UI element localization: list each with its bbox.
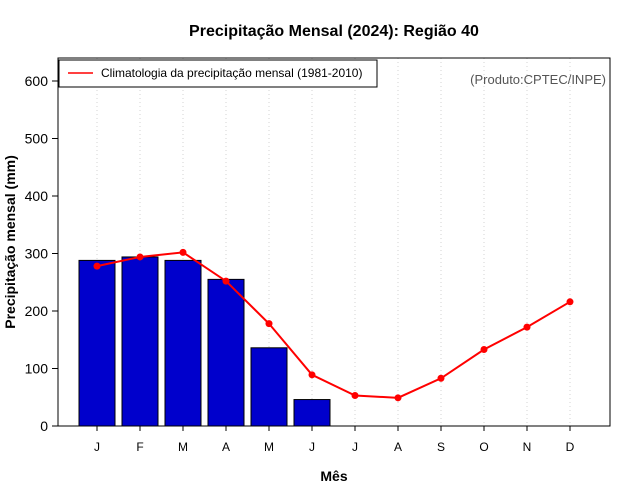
bar bbox=[250, 347, 288, 427]
climatology-point bbox=[136, 253, 144, 261]
climatology-line bbox=[96, 251, 571, 399]
climatology-point bbox=[179, 248, 187, 256]
grid-lines bbox=[96, 58, 571, 426]
y-tick-label: 0 bbox=[40, 418, 48, 434]
x-tick-label: D bbox=[566, 440, 575, 454]
climatology-point bbox=[308, 371, 316, 379]
bar-series bbox=[78, 256, 331, 427]
x-tick-label: M bbox=[264, 440, 274, 454]
bar bbox=[164, 259, 202, 427]
y-tick-label: 400 bbox=[25, 188, 49, 204]
y-axis-label: Precipitação mensal (mm) bbox=[2, 155, 18, 329]
climatology-point bbox=[437, 374, 445, 382]
climatology-point bbox=[523, 323, 531, 331]
bar bbox=[121, 256, 159, 427]
y-tick-label: 500 bbox=[25, 131, 49, 147]
climatology-point bbox=[566, 298, 574, 306]
y-tick-label: 100 bbox=[25, 361, 49, 377]
y-tick-label: 300 bbox=[25, 246, 49, 262]
x-tick-label: J bbox=[352, 440, 358, 454]
x-tick-label: S bbox=[437, 440, 445, 454]
x-tick-label: J bbox=[94, 440, 100, 454]
y-tick-label: 200 bbox=[25, 303, 49, 319]
y-axis: 0 100 200 300 400 500 600 bbox=[25, 73, 58, 434]
climatology-point bbox=[394, 394, 402, 402]
climatology-point bbox=[265, 320, 273, 328]
bar bbox=[293, 399, 331, 427]
climatology-point bbox=[222, 277, 230, 285]
y-tick-label: 600 bbox=[25, 73, 49, 89]
legend-label: Climatologia da precipitação mensal (198… bbox=[101, 66, 362, 80]
x-tick-label: A bbox=[394, 440, 402, 454]
x-tick-label: O bbox=[479, 440, 488, 454]
legend-box bbox=[58, 59, 378, 88]
x-tick-label: J bbox=[309, 440, 315, 454]
x-axis-label: Mês bbox=[320, 468, 347, 484]
source-annotation: (Produto:CPTEC/INPE) bbox=[470, 72, 606, 87]
chart-title: Precipitação Mensal (2024): Região 40 bbox=[189, 23, 479, 40]
bar bbox=[78, 259, 116, 427]
plot-frame bbox=[57, 57, 611, 427]
x-tick-label: A bbox=[222, 440, 230, 454]
x-tick-label: M bbox=[178, 440, 188, 454]
x-tick-label: N bbox=[523, 440, 532, 454]
x-tick-label: F bbox=[136, 440, 143, 454]
climatology-point bbox=[351, 392, 359, 400]
climatology-point bbox=[480, 346, 488, 354]
climatology-line-series bbox=[93, 248, 574, 402]
bar bbox=[207, 278, 245, 427]
climatology-point bbox=[93, 262, 101, 270]
legend: Climatologia da precipitação mensal (198… bbox=[58, 59, 378, 88]
